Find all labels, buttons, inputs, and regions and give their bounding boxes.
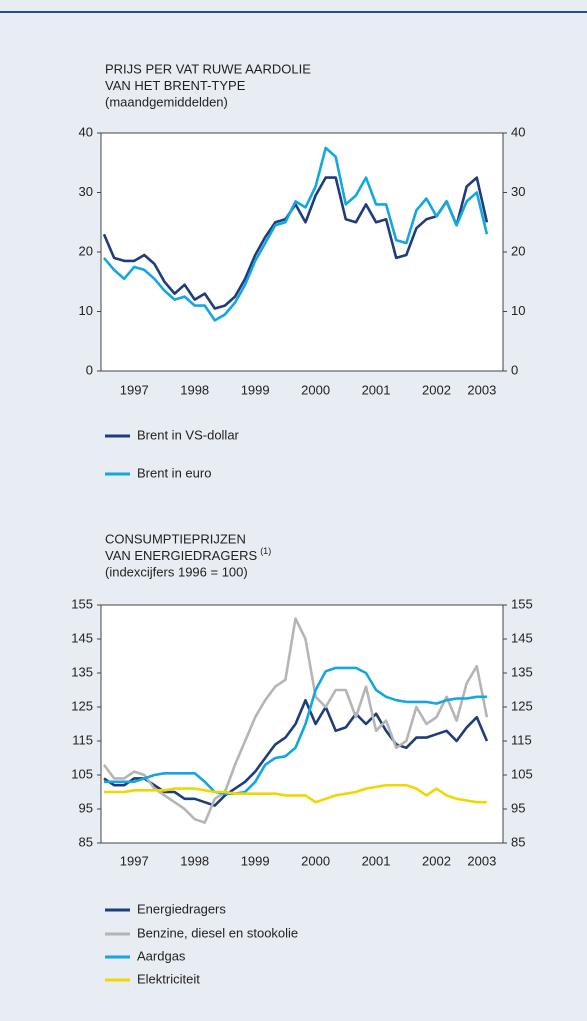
y-tick-label: 95 bbox=[79, 800, 93, 815]
y-tick-label: 40 bbox=[79, 124, 93, 139]
y2-tick-label: 85 bbox=[511, 834, 525, 849]
x-tick-label: 1998 bbox=[180, 853, 209, 868]
x-tick-label: 2000 bbox=[301, 853, 330, 868]
x-tick-label: 2002 bbox=[422, 853, 451, 868]
y-tick-label: 85 bbox=[79, 834, 93, 849]
y2-tick-label: 0 bbox=[511, 362, 518, 377]
y-tick-label: 125 bbox=[71, 698, 93, 713]
chart-title: VAN ENERGIEDRAGERS bbox=[105, 548, 258, 563]
y-tick-label: 155 bbox=[71, 596, 93, 611]
y2-tick-label: 20 bbox=[511, 243, 525, 258]
x-tick-label: 1999 bbox=[241, 382, 270, 397]
x-tick-label: 1999 bbox=[241, 853, 270, 868]
y-tick-label: 145 bbox=[71, 630, 93, 645]
x-tick-label: 1998 bbox=[180, 382, 209, 397]
title-footnote: (1) bbox=[260, 546, 271, 556]
chart-title: (indexcijfers 1996 = 100) bbox=[105, 564, 248, 579]
y2-tick-label: 95 bbox=[511, 800, 525, 815]
x-tick-label: 2001 bbox=[362, 382, 391, 397]
y-tick-label: 20 bbox=[79, 243, 93, 258]
y2-tick-label: 155 bbox=[511, 596, 533, 611]
x-tick-label: 2002 bbox=[422, 382, 451, 397]
y-tick-label: 30 bbox=[79, 184, 93, 199]
legend-label: Energiedragers bbox=[137, 901, 226, 916]
series-line bbox=[103, 146, 489, 322]
y-tick-label: 115 bbox=[72, 732, 93, 747]
series-line bbox=[104, 666, 487, 795]
y2-tick-label: 30 bbox=[511, 184, 525, 199]
plot-area bbox=[100, 132, 504, 372]
chart-title: (maandgemiddelden) bbox=[105, 94, 228, 109]
legend-label: Elektriciteit bbox=[137, 971, 200, 986]
chart-title: PRIJS PER VAT RUWE AARDOLIE bbox=[105, 61, 311, 76]
y2-tick-label: 145 bbox=[511, 630, 533, 645]
y-tick-label: 10 bbox=[79, 303, 93, 318]
series-line bbox=[103, 698, 489, 807]
legend-label: Brent in VS-dollar bbox=[137, 427, 240, 442]
legend-label: Aardgas bbox=[137, 948, 186, 963]
y2-tick-label: 10 bbox=[511, 303, 525, 318]
x-tick-label: 2001 bbox=[362, 853, 391, 868]
chart-title: VAN HET BRENT-TYPE bbox=[105, 78, 246, 93]
y2-tick-label: 115 bbox=[511, 732, 532, 747]
y-tick-label: 135 bbox=[71, 664, 93, 679]
x-tick-label: 1997 bbox=[120, 853, 149, 868]
chart-title: CONSUMPTIEPRIJZEN bbox=[105, 531, 246, 546]
x-tick-label: 2000 bbox=[301, 382, 330, 397]
legend-label: Benzine, diesel en stookolie bbox=[137, 925, 298, 940]
plot-area bbox=[100, 604, 504, 844]
y-tick-label: 0 bbox=[86, 362, 93, 377]
x-tick-label: 1997 bbox=[120, 382, 149, 397]
y2-tick-label: 40 bbox=[511, 124, 525, 139]
series-line bbox=[104, 783, 487, 804]
y-tick-label: 105 bbox=[71, 766, 93, 781]
y2-tick-label: 125 bbox=[511, 698, 533, 713]
x-tick-label: 2003 bbox=[467, 382, 496, 397]
series-line bbox=[102, 176, 489, 310]
y2-tick-label: 135 bbox=[511, 664, 533, 679]
legend-label: Brent in euro bbox=[137, 465, 211, 480]
x-tick-label: 2003 bbox=[467, 853, 496, 868]
series-line bbox=[102, 617, 489, 824]
y2-tick-label: 105 bbox=[511, 766, 533, 781]
